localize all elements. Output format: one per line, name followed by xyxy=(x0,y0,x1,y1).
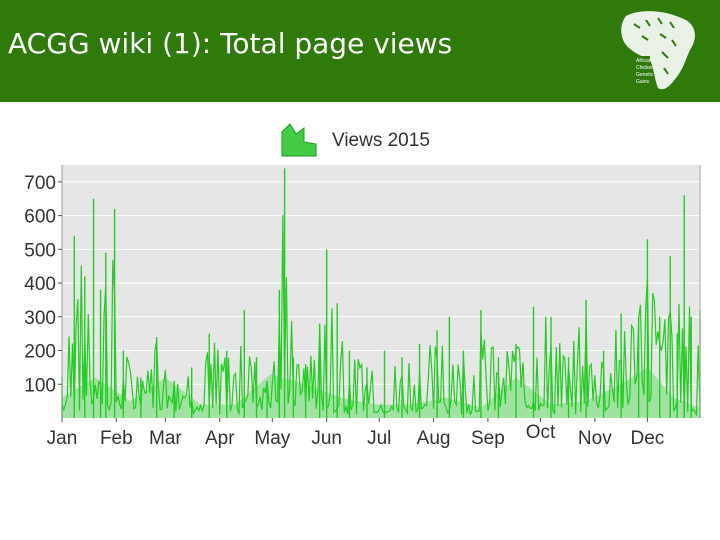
logo-text-2: Chicken xyxy=(636,65,654,71)
y-tick-label: 300 xyxy=(24,308,56,329)
legend-label: Views 2015 xyxy=(332,130,430,151)
chart-legend: Views 2015 xyxy=(281,123,430,157)
slide-title: ACGG wiki (1): Total page views xyxy=(8,27,453,60)
x-tick-label: Aug xyxy=(417,428,451,449)
y-tick-label: 700 xyxy=(24,173,56,194)
x-tick-label: Sep xyxy=(471,428,505,449)
y-tick-label: 500 xyxy=(24,240,56,261)
legend-area-icon xyxy=(281,123,317,157)
acgg-logo-icon: African Chicken Genetic Gains xyxy=(621,11,695,90)
x-tick-label: Jul xyxy=(367,428,391,449)
logo-text-1: African xyxy=(636,58,652,64)
logo-text-4: Gains xyxy=(636,79,650,85)
views-series-line xyxy=(61,214,701,416)
x-tick-label: Jan xyxy=(47,428,78,449)
x-tick-label: Mar xyxy=(149,428,182,449)
x-tick-label: Dec xyxy=(631,428,665,449)
views-chart: Views 2015 100 200 300 400 500 600 700 Jan Feb M… xyxy=(24,123,701,449)
x-tick-label: Apr xyxy=(205,428,235,449)
logo-text-3: Genetic xyxy=(636,72,654,78)
y-tick-label: 600 xyxy=(24,207,56,228)
plot-area xyxy=(62,165,700,418)
series-layer xyxy=(61,168,701,418)
x-tick-label: Feb xyxy=(100,428,133,449)
y-axis-ticks: 100 200 300 400 500 600 700 xyxy=(24,173,62,396)
x-axis-ticks: Jan Feb Mar Apr May Jun Jul Aug Sep Oct Nov Dec xyxy=(47,418,665,449)
africa-map-shape xyxy=(621,11,695,90)
y-tick-label: 200 xyxy=(24,342,56,363)
x-tick-label: Oct xyxy=(526,422,556,443)
x-tick-label: Jun xyxy=(311,428,342,449)
x-tick-label: May xyxy=(254,428,290,449)
slide-header: ACGG wiki (1): Total page views African … xyxy=(0,0,720,102)
y-tick-label: 100 xyxy=(24,375,56,396)
x-tick-label: Nov xyxy=(578,428,612,449)
y-tick-label: 400 xyxy=(24,274,56,295)
